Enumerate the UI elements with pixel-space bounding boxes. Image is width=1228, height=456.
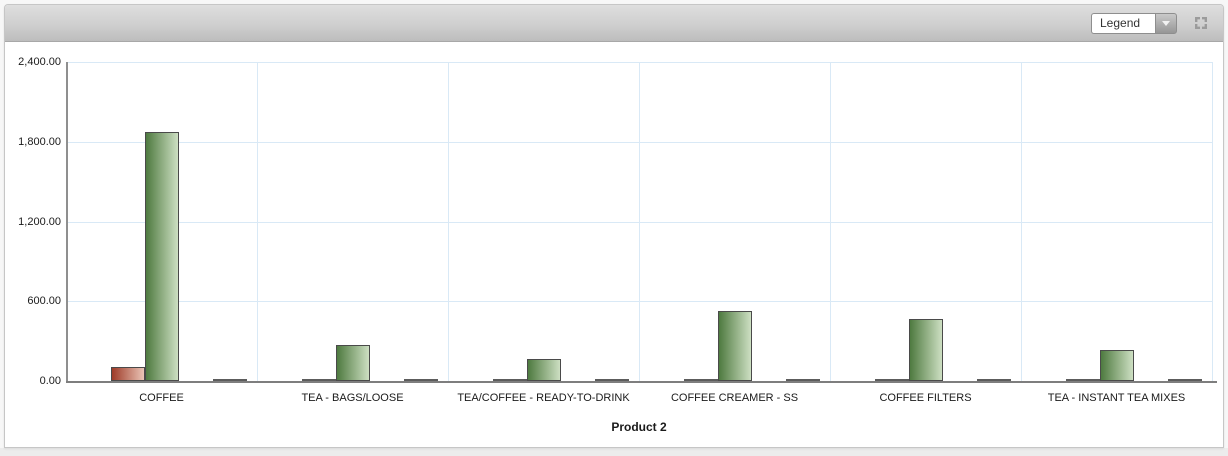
y-tick-label: 0.00 — [39, 375, 61, 387]
bar-series-red[interactable] — [1065, 379, 1100, 381]
category-label: TEA - INSTANT TEA MIXES — [1047, 392, 1186, 404]
category-label: COFFEE CREAMER - SS — [670, 392, 799, 404]
bar-series-dark-small[interactable] — [403, 379, 438, 381]
bar-series-green[interactable] — [144, 132, 179, 381]
y-tick-label: 1,200.00 — [18, 215, 61, 228]
category-label: COFFEE FILTERS — [879, 392, 972, 404]
bar-series-dark-small[interactable] — [1167, 379, 1202, 381]
bar-series-dark-small[interactable] — [594, 379, 629, 381]
collapse-icon[interactable] — [1193, 15, 1209, 31]
chevron-down-icon — [1162, 21, 1170, 26]
bar-series-green[interactable] — [908, 318, 943, 381]
bar-series-green[interactable] — [1099, 349, 1134, 381]
bar-series-dark-small[interactable] — [976, 379, 1011, 381]
x-axis-title: Product 2 — [611, 420, 667, 434]
bar-series-red[interactable] — [301, 379, 336, 381]
bar-series-dark-small[interactable] — [785, 379, 820, 381]
y-axis-line — [66, 62, 68, 381]
category-label: COFFEE — [139, 392, 184, 404]
v-gridline — [257, 62, 258, 381]
y-tick-label: 1,800.00 — [18, 135, 61, 148]
v-gridline — [1212, 62, 1213, 381]
legend-dropdown-button[interactable] — [1155, 13, 1177, 34]
bar-series-red[interactable] — [492, 379, 527, 381]
v-gridline — [1021, 62, 1022, 381]
bar-series-red[interactable] — [683, 379, 718, 381]
y-tick-label: 2,400.00 — [18, 56, 61, 68]
bar-series-red[interactable] — [110, 367, 145, 381]
category-label: TEA/COFFEE - READY-TO-DRINK — [457, 392, 630, 404]
widget-toolbar: Legend — [5, 5, 1223, 42]
v-gridline — [830, 62, 831, 381]
chart-canvas: Product 2 0.00 600.00 1,200.00 1,800.00 2,40… — [5, 42, 1223, 447]
bar-series-dark-small[interactable] — [212, 379, 247, 381]
bar-series-red[interactable] — [874, 379, 909, 381]
v-gridline — [639, 62, 640, 381]
category-label: TEA - BAGS/LOOSE — [301, 392, 404, 404]
x-axis-line — [66, 381, 1217, 383]
legend-dropdown-label: Legend — [1091, 13, 1155, 34]
bar-series-green[interactable] — [335, 345, 370, 381]
bar-series-green[interactable] — [526, 359, 561, 381]
legend-dropdown[interactable]: Legend — [1091, 13, 1177, 34]
v-gridline — [448, 62, 449, 381]
bar-series-green[interactable] — [717, 311, 752, 381]
y-tick-label: 600.00 — [27, 295, 61, 308]
chart-widget-panel: Legend Product 2 0.00 600.00 1,200.00 1,800… — [4, 4, 1224, 448]
